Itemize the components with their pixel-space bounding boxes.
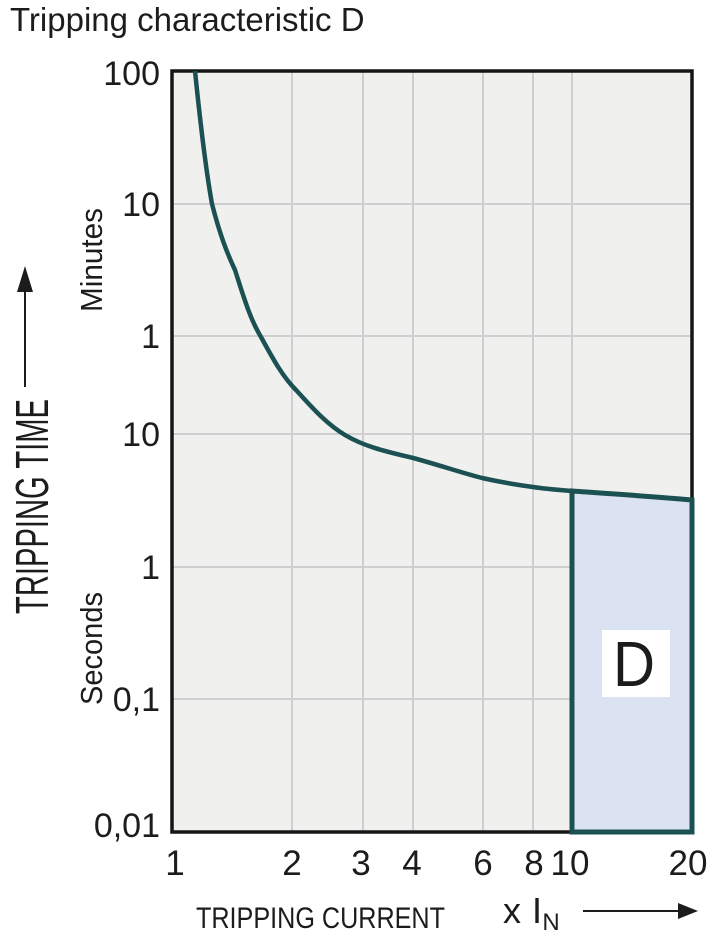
y-tick-1min: 1 — [141, 318, 160, 356]
x-tick-6: 6 — [473, 844, 492, 883]
x-tick-1: 1 — [165, 844, 184, 883]
y-tick-labels: 100 10 1 10 1 0,1 0,01 — [94, 55, 160, 845]
y-tick-1s: 1 — [141, 549, 160, 587]
y-tick-001s: 0,01 — [94, 807, 160, 845]
x-tick-3: 3 — [351, 844, 370, 883]
y-axis-title: TRIPPING TIME — [6, 399, 58, 614]
chart-title: Tripping characteristic D — [10, 1, 365, 38]
y-tick-100min: 100 — [103, 55, 160, 93]
x-tick-labels: 1 2 3 4 6 8 10 20 — [165, 844, 707, 883]
x-tick-4: 4 — [402, 844, 421, 883]
x-axis-unit-symbol: I — [532, 890, 542, 931]
x-tick-10: 10 — [551, 844, 590, 883]
tripping-curve — [192, 70, 573, 494]
y-tick-10s: 10 — [122, 416, 160, 454]
y-axis-unit-seconds: Seconds — [74, 592, 109, 705]
region-d-label-box — [602, 630, 670, 697]
x-tick-20: 20 — [669, 844, 708, 883]
x-axis-unit-subscript: N — [542, 909, 559, 936]
x-axis-unit-prefix: x — [503, 890, 521, 931]
x-tick-2: 2 — [282, 844, 301, 883]
y-tick-10min: 10 — [122, 186, 160, 224]
y-axis-unit-minutes: Minutes — [74, 208, 109, 312]
x-tick-8: 8 — [524, 844, 543, 883]
region-d-label: D — [613, 628, 655, 700]
right-arrow-icon — [583, 903, 698, 919]
plot-frame — [170, 69, 694, 834]
x-axis-title: TRIPPING CURRENT — [196, 902, 445, 935]
y-tick-01s: 0,1 — [113, 681, 160, 719]
up-arrow-icon — [17, 266, 33, 387]
